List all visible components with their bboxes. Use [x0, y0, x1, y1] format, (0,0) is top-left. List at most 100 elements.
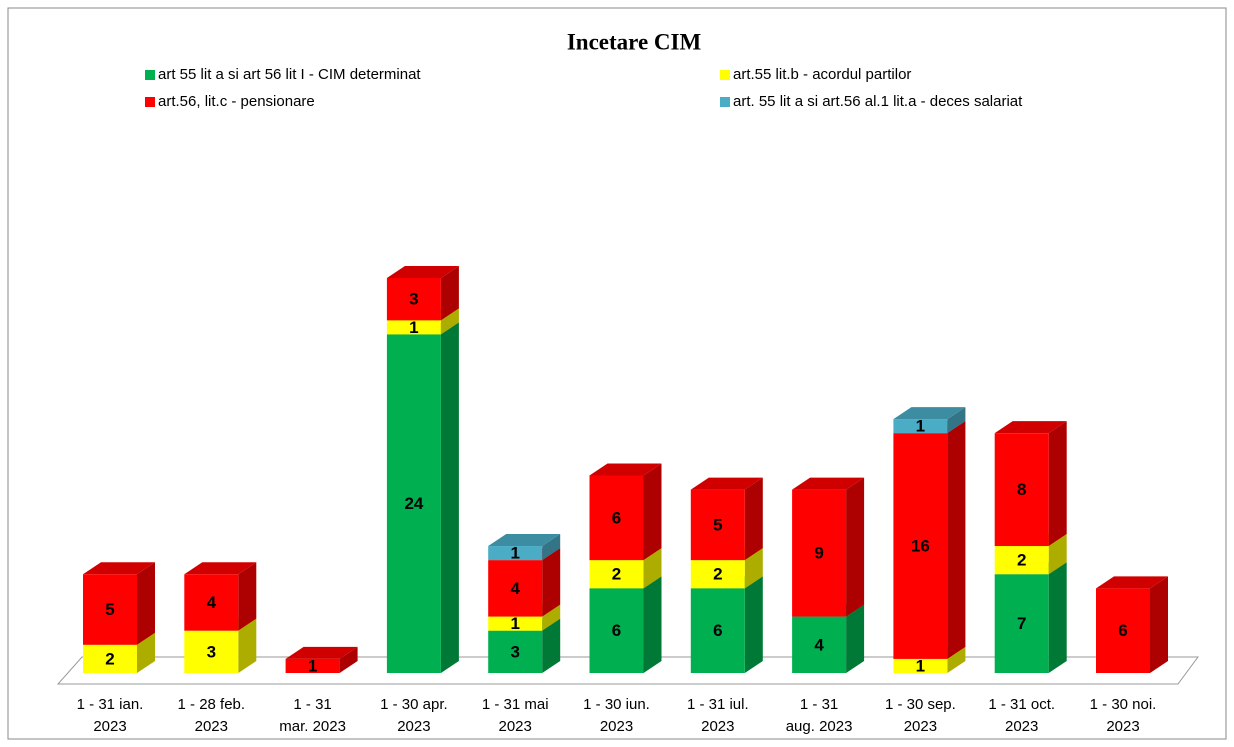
chart-title: Incetare CIM	[567, 29, 702, 54]
bar-side	[643, 548, 662, 589]
bar-top	[285, 646, 358, 659]
bar	[488, 546, 543, 561]
x-tick-label: 1 - 30 sep. 2023	[884, 696, 956, 735]
bar	[792, 489, 847, 617]
data-label: 1	[510, 614, 519, 633]
bar	[994, 574, 1049, 673]
bar-side	[339, 646, 358, 673]
x-tick-label: 1 - 28 feb. 2023	[177, 696, 246, 735]
bar-side	[440, 322, 459, 673]
bar	[1096, 588, 1150, 673]
data-label: 1	[916, 656, 925, 675]
bar	[893, 419, 948, 434]
bar	[893, 433, 948, 659]
bar-side	[542, 618, 561, 673]
bar-top	[893, 407, 966, 420]
bar-side	[137, 632, 155, 673]
data-label: 4	[510, 579, 520, 598]
bar-side	[542, 534, 561, 561]
bar-side	[1150, 576, 1168, 673]
data-label: 1	[510, 544, 519, 563]
bar-side	[744, 548, 763, 589]
x-tick-label: 1 - 30 noi. 2023	[1089, 696, 1157, 735]
bar-top	[1096, 576, 1168, 589]
legend-swatch	[720, 70, 730, 80]
data-label: 4	[207, 593, 217, 612]
x-tick-label: 1 - 31 iul. 2023	[686, 696, 749, 735]
legend-label: art 55 lit a si art 56 lit I - CIM deter…	[158, 66, 421, 83]
bar	[386, 320, 441, 335]
data-label: 2	[105, 649, 114, 668]
data-label: 9	[814, 544, 823, 563]
bar-side	[643, 463, 662, 561]
bar-top	[83, 562, 155, 575]
data-label: 24	[404, 494, 423, 513]
bar	[488, 560, 543, 617]
bar-side	[947, 421, 966, 659]
bar-top	[690, 477, 763, 490]
legend-swatch	[145, 97, 155, 107]
data-label: 2	[713, 565, 722, 584]
bar	[589, 475, 644, 561]
bar	[690, 588, 745, 673]
bar	[690, 489, 745, 561]
legend-swatch	[145, 70, 155, 80]
legend-label: art.55 lit.b - acordul partilor	[733, 66, 911, 83]
x-tick-label: 1 - 31 mar. 2023	[279, 696, 346, 735]
bar-side	[542, 548, 561, 617]
data-label: 3	[207, 642, 216, 661]
bar-side	[137, 562, 155, 645]
bar-side	[947, 646, 966, 673]
bar-side	[744, 576, 763, 673]
bar	[893, 658, 948, 673]
data-label: 3	[510, 642, 519, 661]
x-tick-label: 1 - 31 mai 2023	[481, 696, 549, 735]
bar-side	[1048, 534, 1067, 575]
data-label: 6	[1118, 621, 1127, 640]
bar-top	[386, 266, 459, 278]
bar	[386, 278, 441, 321]
bar	[690, 560, 745, 589]
bar-top	[994, 421, 1067, 434]
x-tick-label: 1 - 30 iun. 2023	[583, 696, 650, 735]
bar-side	[238, 618, 257, 673]
data-label: 8	[1017, 480, 1026, 499]
bar-side	[744, 477, 763, 561]
bar-side	[1048, 562, 1067, 673]
bar	[83, 574, 137, 645]
data-label: 5	[713, 515, 722, 534]
bar-side	[643, 576, 662, 673]
bar-side	[542, 604, 561, 631]
data-label: 1	[916, 417, 925, 436]
data-label: 2	[1017, 551, 1026, 570]
data-label: 5	[105, 600, 114, 619]
bar	[589, 588, 644, 673]
bar-top	[589, 463, 662, 476]
data-label: 3	[409, 290, 418, 309]
bar-side	[238, 562, 257, 631]
data-label: 2	[612, 565, 621, 584]
bar	[285, 658, 340, 673]
data-label: 1	[409, 318, 418, 337]
bar	[994, 433, 1049, 547]
data-label: 6	[713, 621, 722, 640]
legend-label: art.56, lit.c - pensionare	[158, 93, 315, 110]
bar	[589, 560, 644, 589]
x-tick-label: 1 - 31 ian. 2023	[76, 696, 144, 735]
bar-side	[947, 407, 966, 434]
data-label: 7	[1017, 614, 1026, 633]
bar	[184, 574, 239, 631]
bar	[488, 616, 543, 631]
x-tick-label: 1 - 30 apr. 2023	[380, 696, 448, 735]
bar-top	[488, 534, 561, 547]
x-tick-label: 1 - 31 oct. 2023	[988, 696, 1056, 735]
data-label: 4	[814, 635, 824, 654]
legend-swatch	[720, 97, 730, 107]
bar-side	[1048, 421, 1067, 547]
data-label: 6	[612, 621, 621, 640]
x-tick-label: 1 - 31 aug. 2023	[785, 696, 853, 735]
bar-side	[440, 308, 459, 335]
bar	[83, 644, 137, 673]
bar-side	[846, 477, 865, 617]
